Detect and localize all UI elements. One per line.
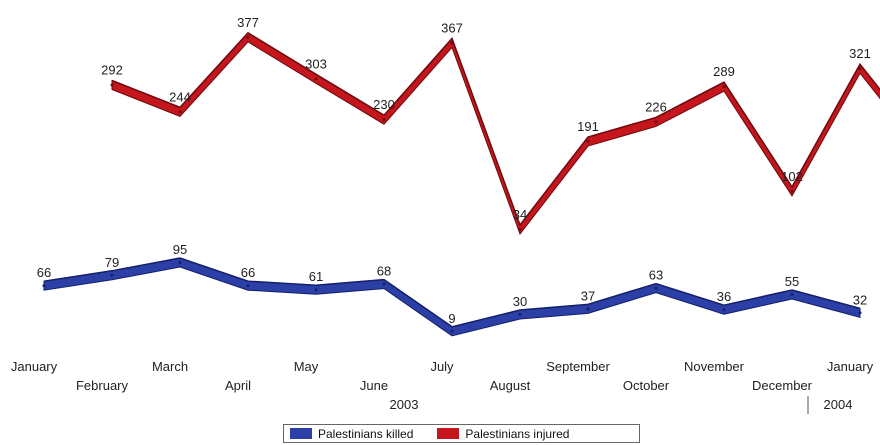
point-injured-1: [110, 83, 114, 87]
month-label-3: April: [225, 378, 251, 393]
year-label-2003: 2003: [390, 397, 419, 412]
point-killed-9: [654, 286, 658, 290]
year-label-2004: 2004: [824, 397, 853, 412]
month-label-2: March: [152, 359, 188, 374]
data-label-injured-10: 289: [713, 64, 735, 79]
month-label-8: September: [546, 359, 610, 374]
month-label-11: December: [752, 378, 813, 393]
point-killed-7: [518, 313, 522, 316]
data-label-killed-7: 30: [513, 294, 527, 309]
point-injured-11: [790, 189, 794, 193]
point-killed-11: [790, 293, 794, 296]
series-ribbon-injured: [111, 32, 880, 235]
point-killed-6: [450, 329, 454, 333]
series-line-killed: [43, 257, 861, 328]
data-label-injured-3: 377: [237, 15, 259, 30]
data-label-layer: 2922443773032303673419122628910232116866…: [37, 15, 871, 326]
data-label-killed-0: 66: [37, 265, 51, 280]
point-killed-5: [382, 282, 386, 286]
point-injured-4: [314, 77, 318, 81]
legend-label-injured: Palestinians injured: [465, 426, 570, 441]
point-killed-1: [110, 273, 114, 277]
data-label-killed-12: 32: [853, 292, 867, 307]
month-label-6: July: [430, 359, 454, 374]
data-label-killed-11: 55: [785, 274, 799, 289]
data-label-injured-8: 191: [577, 119, 599, 134]
point-injured-8: [586, 140, 590, 144]
data-label-killed-3: 66: [241, 265, 255, 280]
point-injured-5: [382, 118, 386, 122]
point-killed-4: [314, 288, 318, 292]
data-label-injured-9: 226: [645, 99, 667, 114]
point-injured-6: [450, 41, 454, 45]
data-label-injured-7: 34: [513, 207, 527, 222]
month-label-1: February: [76, 378, 129, 393]
point-killed-8: [586, 307, 590, 311]
point-killed-2: [178, 261, 182, 264]
data-label-killed-8: 37: [581, 288, 595, 303]
data-label-injured-12: 321: [849, 46, 871, 61]
legend-swatch-injured: [437, 428, 460, 439]
legend-item-killed: Palestinians killed: [290, 427, 413, 441]
legend-swatch-killed: [290, 428, 312, 439]
month-label-5: June: [360, 378, 388, 393]
month-label-0: January: [11, 359, 58, 374]
point-killed-0: [42, 284, 46, 288]
month-label-7: August: [490, 378, 531, 393]
point-injured-9: [654, 120, 658, 124]
data-label-killed-1: 79: [105, 255, 119, 270]
month-axis: January February March April May June July Augu…: [11, 359, 874, 414]
data-label-injured-4: 303: [305, 56, 327, 71]
point-killed-12: [858, 311, 862, 315]
data-label-killed-5: 68: [377, 264, 391, 279]
data-label-injured-2: 244: [169, 89, 191, 104]
point-injured-3: [246, 35, 250, 39]
series-layer: [42, 31, 880, 337]
data-label-injured-11: 102: [781, 169, 803, 184]
data-label-killed-6: 9: [448, 311, 455, 326]
legend-item-injured: Palestinians injured: [437, 427, 569, 441]
legend-label-killed: Palestinians killed: [318, 426, 414, 441]
month-label-4: May: [294, 359, 319, 374]
point-injured-2: [178, 110, 182, 114]
data-label-injured-1: 292: [101, 62, 123, 77]
data-label-killed-9: 63: [649, 268, 663, 283]
point-killed-10: [722, 308, 726, 312]
data-label-injured-6: 367: [441, 20, 463, 35]
legend: Palestinians killed Palestinians injured: [283, 424, 640, 443]
series-line-injured: [111, 31, 880, 227]
month-label-10: November: [684, 359, 745, 374]
point-injured-10: [722, 85, 726, 89]
data-label-killed-2: 95: [173, 242, 187, 257]
point-injured-12: [858, 67, 862, 71]
point-injured-7: [518, 227, 522, 231]
month-label-9: October: [623, 378, 670, 393]
data-label-killed-10: 36: [717, 289, 731, 304]
data-label-killed-4: 61: [309, 269, 323, 284]
point-killed-3: [246, 284, 250, 288]
data-label-injured-5: 230: [373, 97, 395, 112]
chart-area: 2922443773032303673419122628910232116866…: [11, 15, 880, 414]
month-label-12: January: [827, 359, 874, 374]
